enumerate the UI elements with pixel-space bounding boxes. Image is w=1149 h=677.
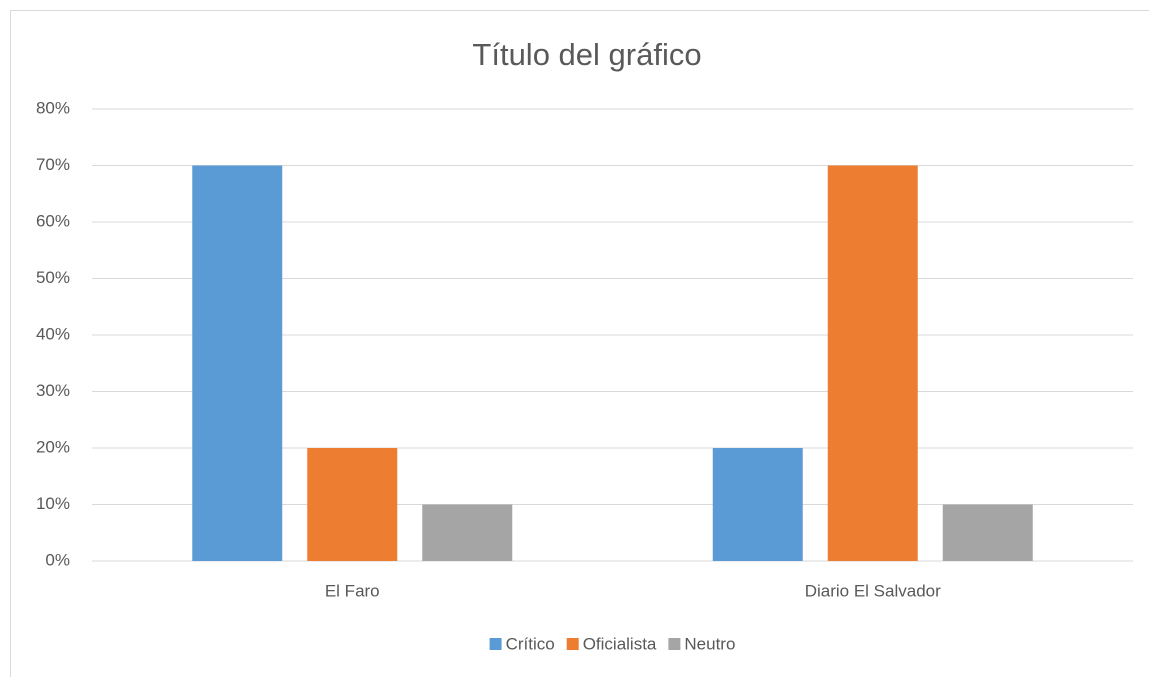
y-tick-label: 30% <box>36 381 70 400</box>
legend-swatch <box>566 638 579 650</box>
y-tick-label: 0% <box>45 550 70 569</box>
x-tick-label: Diario El Salvador <box>805 581 941 600</box>
y-tick-label: 20% <box>36 437 70 456</box>
legend-label: Neutro <box>684 634 735 653</box>
bar <box>827 165 918 561</box>
y-tick-label: 10% <box>36 494 70 513</box>
bar <box>307 448 398 561</box>
legend-swatch <box>668 638 681 650</box>
chart-frame <box>10 10 1149 677</box>
bar <box>192 165 283 561</box>
legend-label: Crítico <box>506 634 555 653</box>
legend-swatch <box>489 638 502 650</box>
y-tick-label: 50% <box>36 268 70 287</box>
x-tick-label: El Faro <box>325 581 380 600</box>
chart-title: Título del gráfico <box>472 37 701 72</box>
bar <box>422 504 513 561</box>
y-tick-label: 60% <box>36 211 70 230</box>
y-tick-label: 70% <box>36 155 70 174</box>
legend-label: Oficialista <box>583 634 657 653</box>
bar <box>712 448 803 561</box>
y-tick-label: 40% <box>36 324 70 343</box>
bar <box>942 504 1033 561</box>
y-tick-label: 80% <box>36 98 70 117</box>
